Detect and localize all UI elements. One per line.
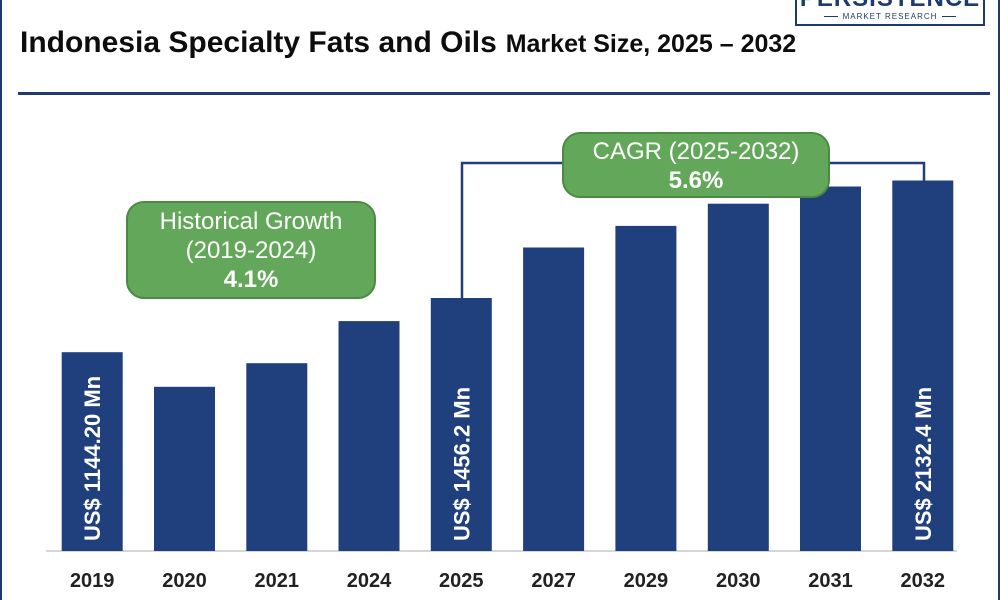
historical-growth-value: 4.1%	[223, 266, 279, 293]
cagr-callout: CAGR (2025-2032) 5.6%	[562, 132, 830, 198]
bar-2030	[707, 203, 769, 551]
x-tick-label: 2024	[347, 570, 392, 592]
cagr-label: CAGR (2025-2032)	[592, 138, 800, 165]
historical-growth-label: Historical Growth	[159, 208, 343, 235]
bar-value-label: US$ 1144.20 Mn	[80, 376, 105, 541]
x-tick-label: 2021	[255, 570, 300, 592]
title-main: Indonesia Specialty Fats and Oils	[20, 26, 497, 59]
historical-growth-period: (2019-2024)	[185, 237, 317, 264]
cagr-bracket	[830, 161, 926, 183]
bar-2027	[523, 247, 585, 551]
x-tick-label: 2025	[439, 570, 484, 592]
x-tick-label: 2029	[624, 570, 669, 592]
title-rule	[18, 92, 990, 95]
bar-value-label: US$ 2132.4 Mn	[911, 387, 936, 541]
cagr-value: 5.6%	[668, 167, 724, 194]
x-tick-label: 2020	[162, 570, 207, 592]
x-tick-label: 2019	[70, 570, 115, 592]
bar-2031	[800, 186, 861, 551]
bar-2021	[246, 363, 308, 551]
bar-value-label: US$ 1456.2 Mn	[449, 387, 474, 541]
x-tick-label: 2031	[808, 570, 853, 592]
brand-logo: PERSISTENCE MARKET RESEARCH	[795, 0, 985, 26]
bar-2029	[615, 225, 677, 551]
bar-2019	[61, 352, 123, 551]
bar-2025	[430, 298, 492, 551]
bar-2024	[338, 321, 400, 551]
x-tick-label: 2032	[901, 570, 946, 592]
title-sub: Market Size, 2025 – 2032	[505, 30, 797, 58]
logo-wordmark: PERSISTENCE	[797, 0, 983, 11]
cagr-bracket	[460, 161, 562, 310]
logo-tagline: MARKET RESEARCH	[797, 12, 983, 21]
chart-title: Indonesia Specialty Fats and Oils Market…	[20, 24, 900, 61]
bar-2032	[892, 180, 954, 551]
bars-group: 2019 US$ 1144.20 Mn 2020 2021 2024 2025 US$ 14…	[61, 180, 954, 592]
historical-growth-callout: Historical Growth (2019-2024) 4.1%	[126, 201, 376, 299]
x-tick-label: 2027	[531, 570, 576, 592]
bar-2020	[154, 386, 215, 551]
x-tick-label: 2030	[716, 570, 761, 592]
